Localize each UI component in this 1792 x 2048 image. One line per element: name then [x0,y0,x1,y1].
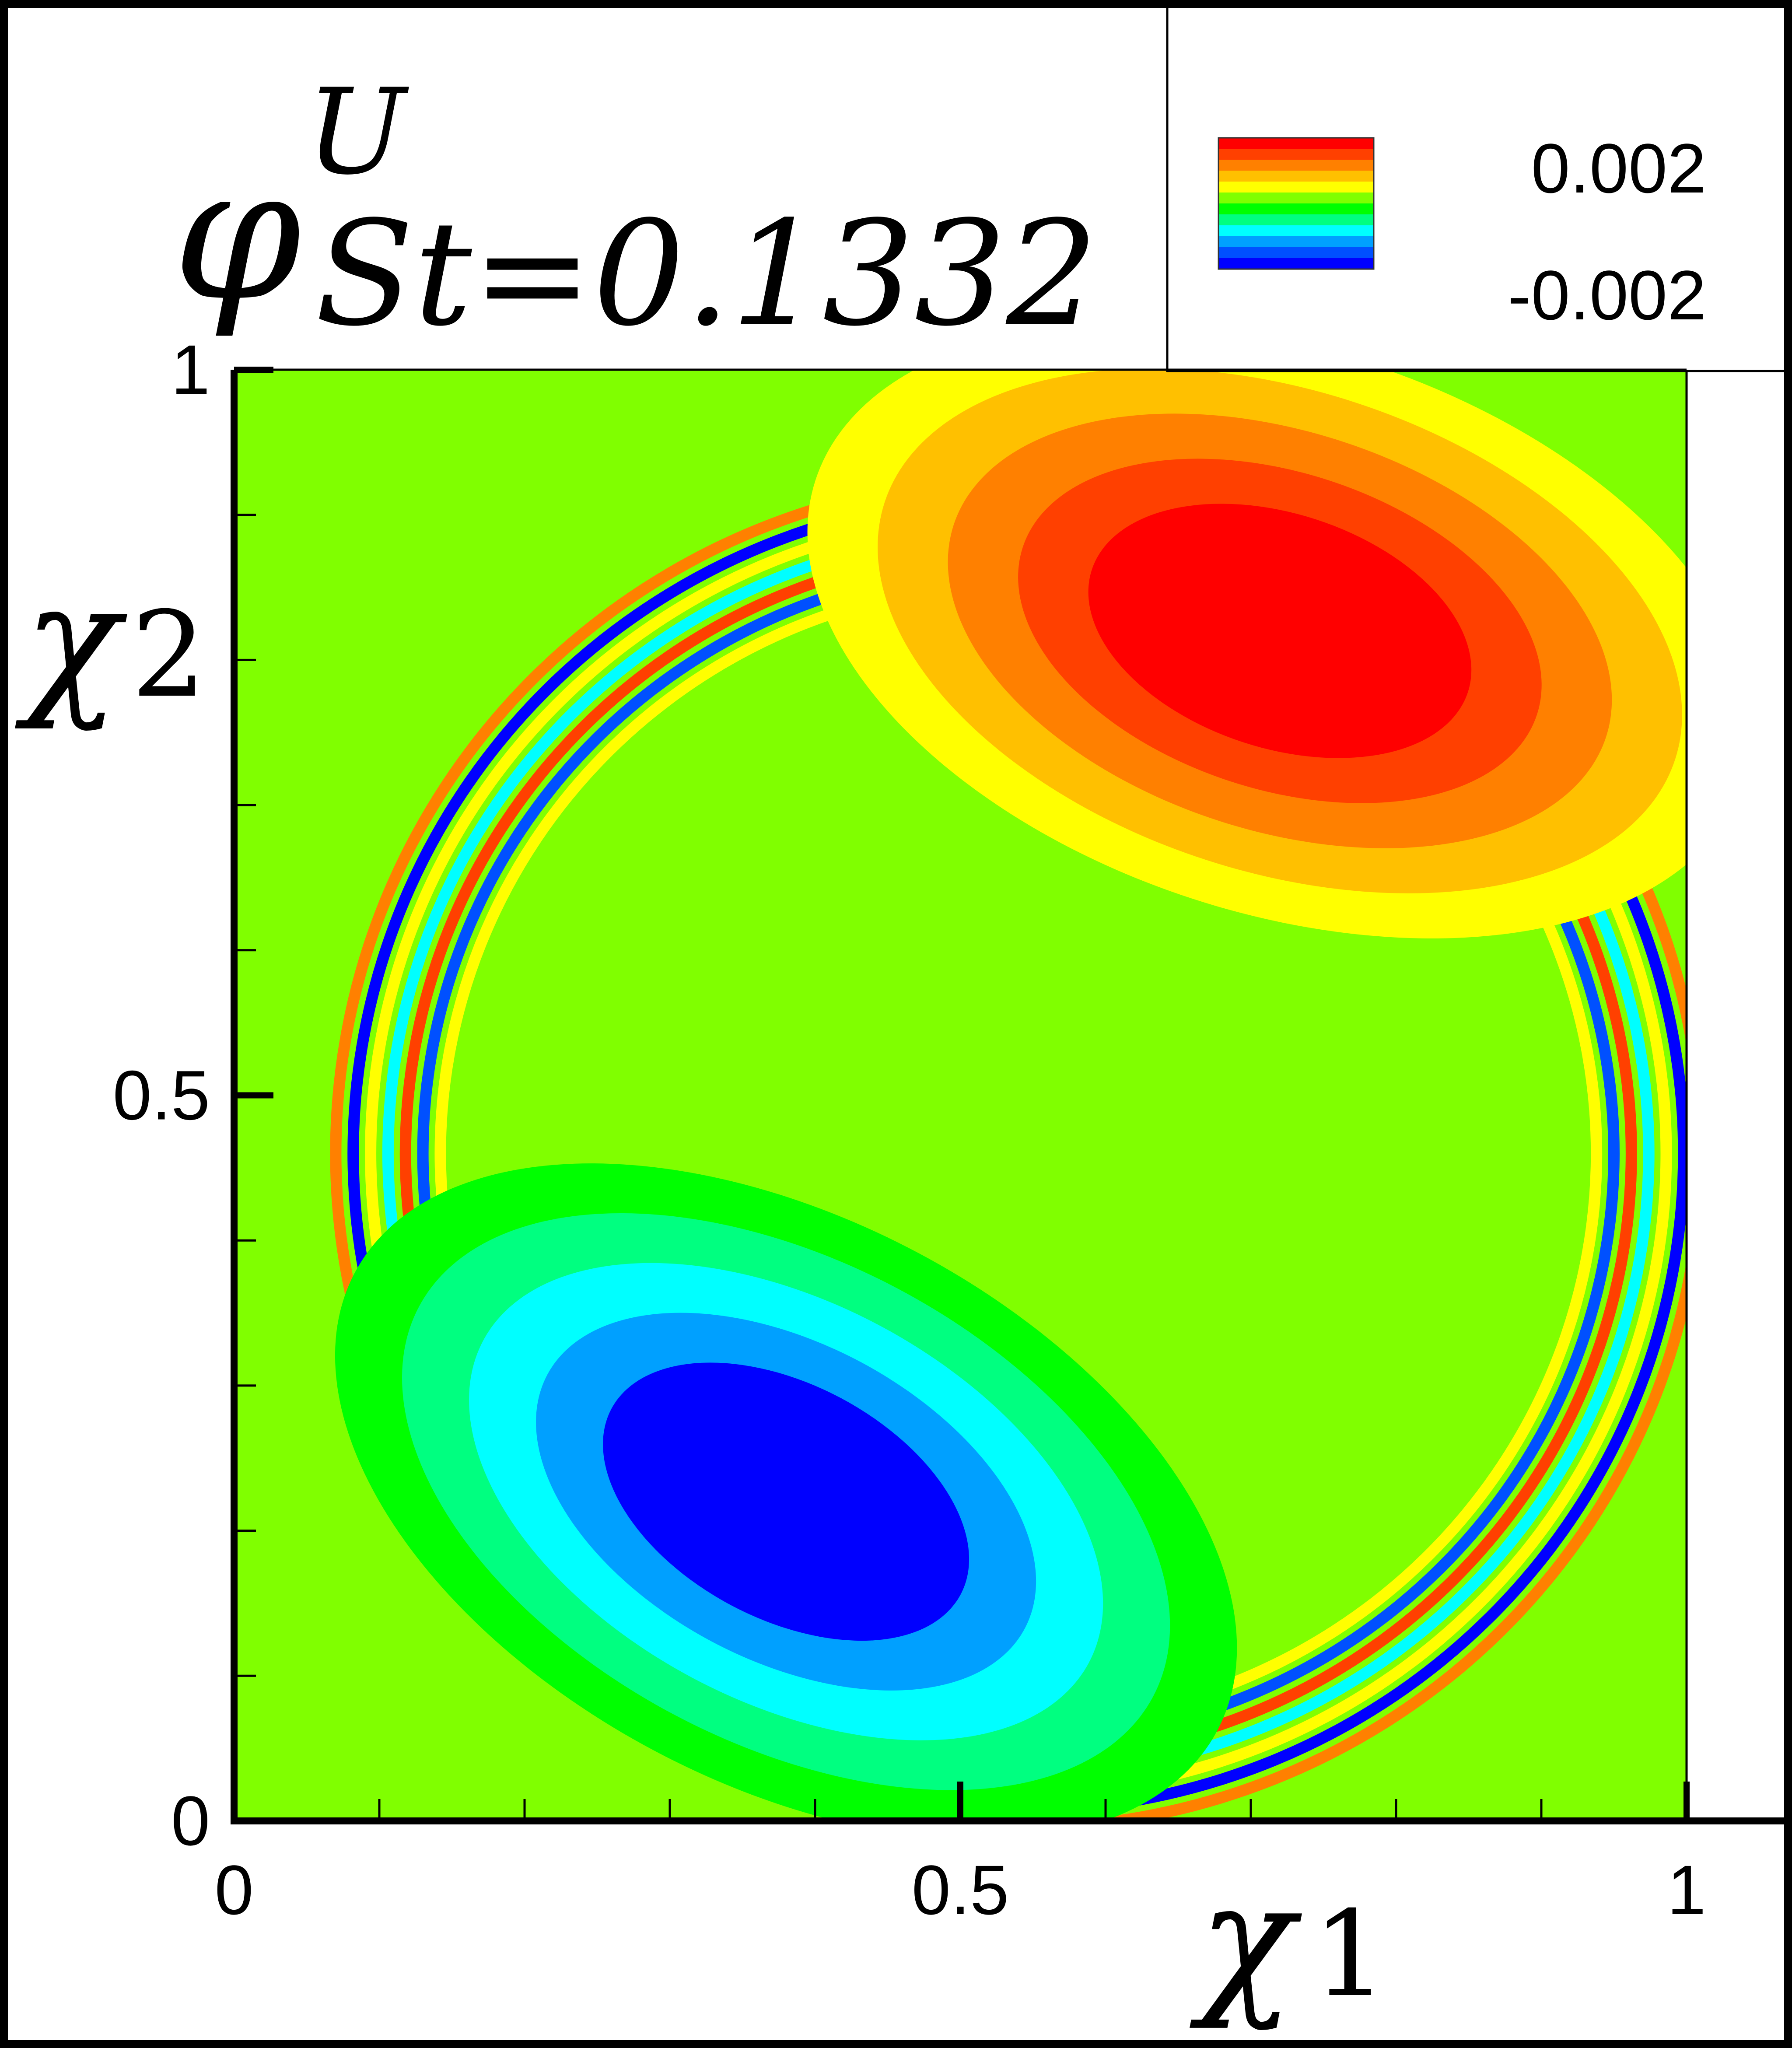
legend: 0.002 -0.002 [1166,8,1784,372]
axes: 0 0.5 1 0 0.5 1 [113,330,1784,1929]
y-label-symbol: χ [14,550,128,733]
x-label-symbol: χ [1189,1849,1302,2032]
negative-lobe [335,1163,1237,1820]
title-superscript: U [306,63,410,201]
plot-area [234,370,1687,1820]
x-axis-label: χ 1 [1189,1849,1388,2032]
colorbar [1218,137,1375,270]
title-symbol: φ [173,127,302,341]
y-label-subscript: 2 [131,586,206,724]
y-tick-label: 0 [171,1782,210,1860]
contour-level [1158,549,1401,713]
major-ticks [231,367,1690,1824]
chart-title: φ U St=0.1332 [173,63,1098,358]
x-tick-label: 0 [215,1851,254,1929]
y-tick-label: 0.5 [113,1056,210,1134]
contour-level [670,1412,903,1591]
x-label-subscript: 1 [1312,1885,1388,2023]
tick-labels: 0 0.5 1 0 0.5 1 [113,330,1706,1929]
x-tick-label: 0.5 [912,1851,1009,1929]
colorbar-max-label: 0.002 [1531,129,1706,207]
contour-lobes [335,370,1687,1820]
y-axis-label: χ 2 [14,550,206,733]
positive-lobe [807,370,1687,938]
colorbar-min-label: -0.002 [1508,256,1706,334]
x-tick-label: 1 [1667,1851,1706,1929]
title-subscript: St=0.1332 [315,190,1098,358]
y-tick-label: 1 [171,330,210,409]
